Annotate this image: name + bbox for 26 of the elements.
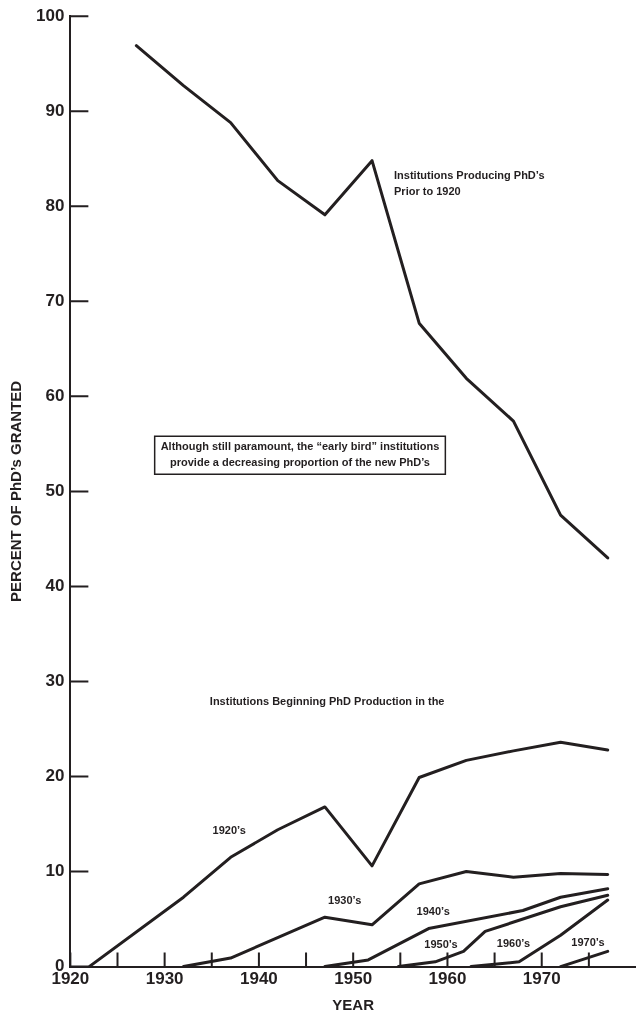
y-axis-title: PERCENT OF PhD’s GRANTED bbox=[7, 380, 25, 602]
y-tick-label: 40 bbox=[45, 576, 65, 596]
x-tick-label: 1930 bbox=[145, 969, 184, 989]
series-label: 1920’s bbox=[212, 823, 246, 836]
y-tick-label: 100 bbox=[35, 5, 65, 25]
series-label: 1970’s bbox=[571, 935, 605, 948]
y-tick-label: 90 bbox=[45, 100, 65, 120]
annotation: Although still paramount, the “early bird” institutions provide a decreasing proportion of the new PhD’s bbox=[160, 440, 440, 469]
y-tick-label: 70 bbox=[45, 291, 65, 311]
series-label: 1960’s bbox=[496, 937, 531, 950]
y-tick-label: 80 bbox=[45, 195, 65, 215]
series-label: 1930’s bbox=[328, 894, 362, 907]
y-tick-label: 50 bbox=[45, 481, 65, 501]
y-tick-label: 10 bbox=[45, 861, 65, 881]
annotation: Institutions Beginning PhD Production in the bbox=[209, 695, 445, 708]
y-tick-label: 20 bbox=[45, 766, 65, 786]
series-label: Institutions Producing PhD’s Prior to 1920 bbox=[394, 169, 545, 198]
x-tick-label: 1970 bbox=[522, 969, 561, 989]
series-label: 1950’s bbox=[424, 937, 458, 950]
x-tick-label: 1960 bbox=[428, 969, 467, 989]
x-axis-title: YEAR bbox=[332, 996, 375, 1014]
x-tick-label: 1950 bbox=[334, 969, 373, 989]
series-label: 1940’s bbox=[416, 904, 450, 917]
y-tick-label: 30 bbox=[45, 671, 65, 691]
y-tick-label: 60 bbox=[45, 386, 65, 406]
x-tick-label: 1940 bbox=[240, 969, 278, 989]
